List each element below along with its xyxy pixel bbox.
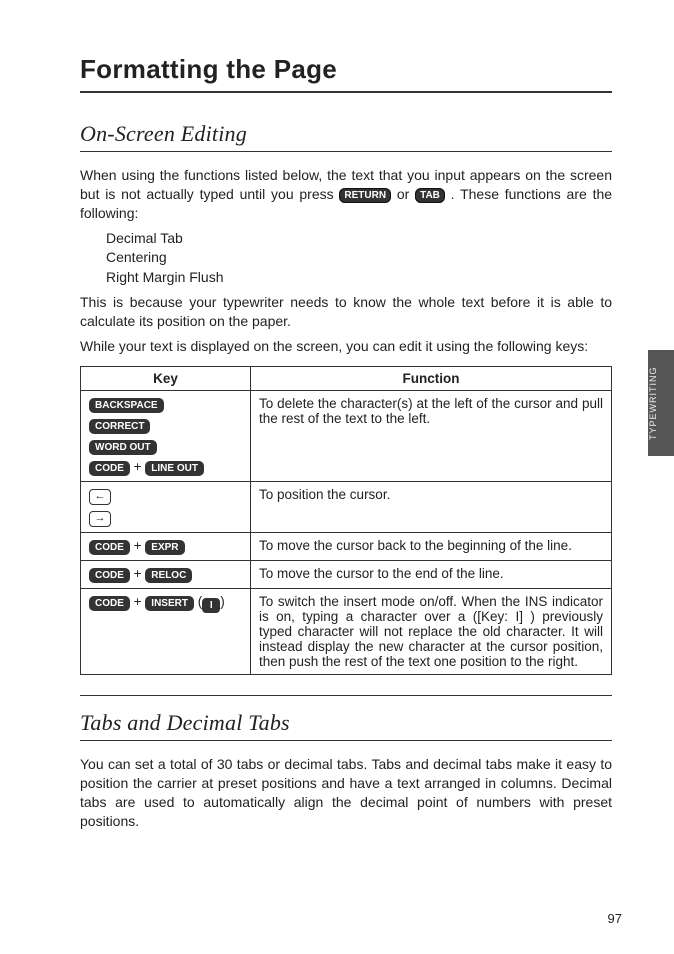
key-lineout-icon: LINE OUT	[145, 461, 204, 476]
func-cell: To switch the insert mode on/off. When t…	[251, 589, 612, 675]
list-item: Right Margin Flush	[106, 268, 612, 288]
function-list: Decimal Tab Centering Right Margin Flush	[80, 229, 612, 288]
side-tab-typewriting: TYPEWRITING	[648, 350, 674, 456]
page: Formatting the Page On-Screen Editing Wh…	[0, 0, 674, 954]
key-stack: ← →	[89, 487, 242, 527]
key-expr-icon: EXPR	[145, 540, 184, 555]
key-function-table: Key Function BACKSPACE CORRECT WORD OUT …	[80, 366, 612, 675]
key-correct-icon: CORRECT	[89, 419, 150, 434]
section2-para: You can set a total of 30 tabs or decima…	[80, 755, 612, 831]
key-code-icon: CODE	[89, 540, 130, 555]
section1-para1: When using the functions listed below, t…	[80, 166, 612, 223]
section1-para3: While your text is displayed on the scre…	[80, 337, 612, 356]
key-stack: BACKSPACE CORRECT WORD OUT CODE + LINE O…	[89, 396, 242, 476]
page-title: Formatting the Page	[80, 54, 612, 85]
key-tab-icon: TAB	[415, 188, 445, 203]
section1-para2: This is because your typewriter needs to…	[80, 293, 612, 331]
section2-rule-top	[80, 695, 612, 696]
section-on-screen-editing: On-Screen Editing	[80, 121, 612, 147]
table-row: BACKSPACE CORRECT WORD OUT CODE + LINE O…	[81, 391, 612, 482]
key-reloc-icon: RELOC	[145, 568, 192, 583]
func-cell: To delete the character(s) at the left o…	[251, 391, 612, 482]
section1-rule	[80, 151, 612, 152]
section2-rule	[80, 740, 612, 741]
list-item: Centering	[106, 248, 612, 268]
key-code-icon: CODE	[89, 568, 130, 583]
page-number: 97	[608, 911, 622, 926]
key-backspace-icon: BACKSPACE	[89, 398, 164, 413]
list-item: Decimal Tab	[106, 229, 612, 249]
key-arrow-left-icon: ←	[89, 489, 111, 505]
table-row: ← → To position the cursor.	[81, 482, 612, 533]
section-tabs: Tabs and Decimal Tabs	[80, 710, 612, 736]
func-cell: To move the cursor to the end of the lin…	[251, 561, 612, 589]
title-rule	[80, 91, 612, 93]
key-return-icon: RETURN	[339, 188, 391, 203]
key-insert-icon: INSERT	[145, 596, 194, 611]
table-row: CODE + RELOC To move the cursor to the e…	[81, 561, 612, 589]
key-i-icon: I	[202, 598, 220, 613]
func-cell: To position the cursor.	[251, 482, 612, 533]
para1-or: or	[397, 186, 415, 202]
table-row: CODE + INSERT (I) To switch the insert m…	[81, 589, 612, 675]
key-arrow-right-icon: →	[89, 511, 111, 527]
col-header-function: Function	[251, 367, 612, 391]
col-header-key: Key	[81, 367, 251, 391]
key-code-icon: CODE	[89, 596, 130, 611]
table-row: CODE + EXPR To move the cursor back to t…	[81, 533, 612, 561]
key-wordout-icon: WORD OUT	[89, 440, 157, 455]
key-code-icon: CODE	[89, 461, 130, 476]
func-cell: To move the cursor back to the beginning…	[251, 533, 612, 561]
